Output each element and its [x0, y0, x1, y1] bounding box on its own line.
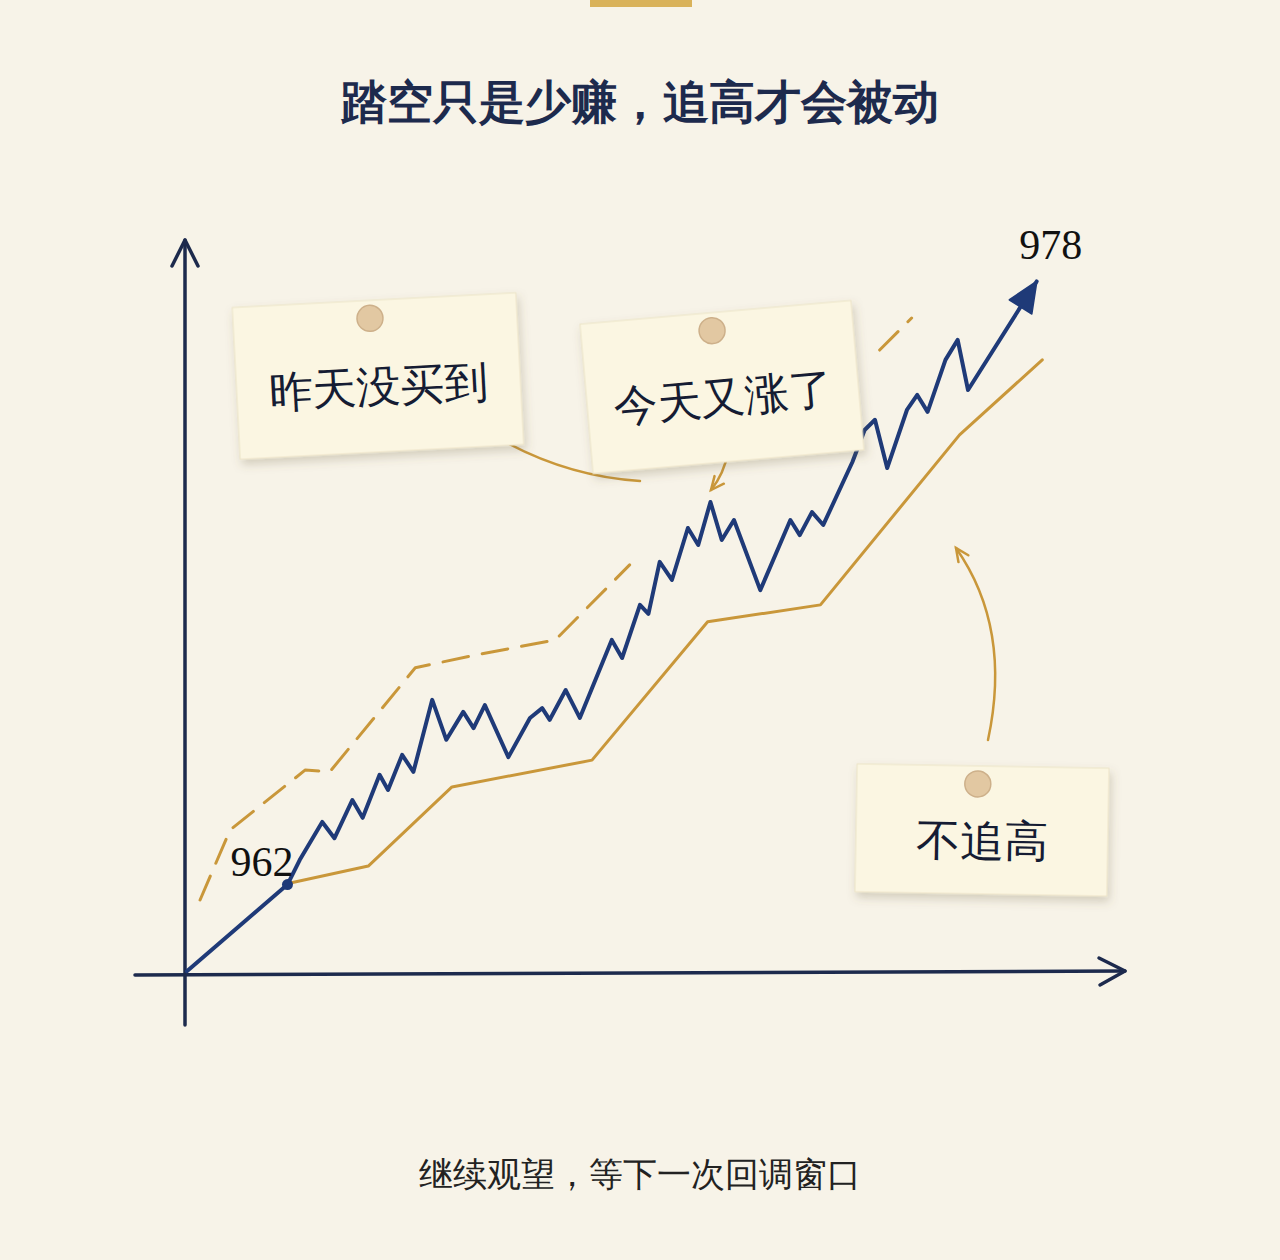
sticky-note: 昨天没买到	[232, 293, 524, 460]
annotation: 昨天没买到	[267, 355, 489, 417]
annotation: 不追高	[915, 814, 1048, 867]
x-axis	[135, 971, 1125, 975]
connector-arrow	[711, 476, 724, 490]
note-paper	[232, 293, 524, 460]
y-axis	[183, 240, 187, 1025]
connector-arrow	[956, 548, 968, 562]
note-paper	[580, 300, 864, 473]
axes	[135, 240, 1125, 1025]
notes: 昨天没买到 今天又涨了不追高	[232, 293, 1109, 897]
background	[0, 0, 1280, 1260]
sticky-note: 不追高	[855, 764, 1109, 896]
sticky-note: 今天又涨了	[580, 300, 864, 473]
caption: 继续观望，等下一次回调窗口	[419, 1154, 861, 1194]
title: 踏空只是少赚，追高才会被动	[340, 75, 939, 129]
connectors	[488, 432, 995, 740]
arrow-head	[1010, 281, 1037, 313]
data-label: 962	[230, 839, 293, 885]
x-axis-arrow	[1099, 958, 1125, 985]
top-bar	[590, 0, 692, 7]
note-pin	[965, 771, 991, 797]
page: {"chart_data": { "type": "line", "title"…	[0, 0, 1280, 1260]
data-label: 978	[1019, 222, 1082, 268]
connector	[956, 548, 995, 740]
series-line	[200, 318, 912, 900]
y-axis-arrow	[172, 240, 198, 266]
chart: 踏空只是少赚，追高才会被动继续观望，等下一次回调窗口 962 978 昨天没买到 今天又…	[0, 0, 1280, 1260]
note-paper	[855, 764, 1109, 896]
note-pin	[356, 305, 383, 332]
note-pin	[698, 317, 726, 345]
annotation: 今天又涨了	[611, 362, 835, 432]
